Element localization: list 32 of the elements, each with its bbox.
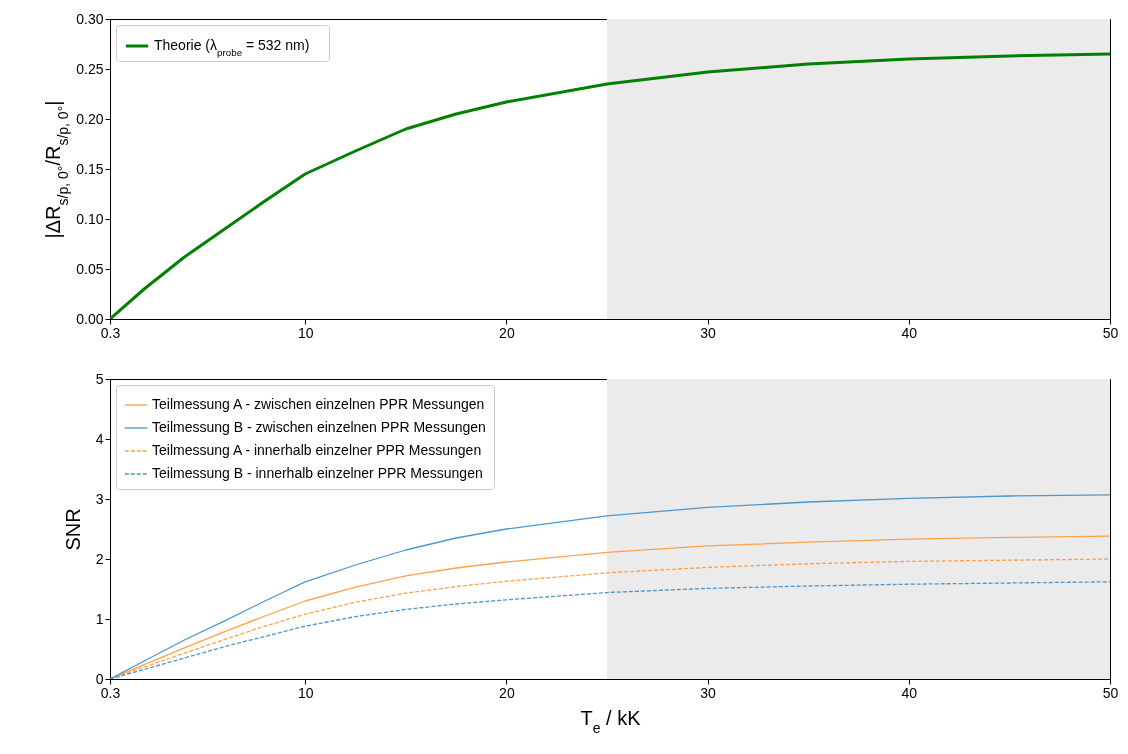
- legend-label: Teilmessung A - innerhalb einzelner PPR Messungen: [152, 442, 482, 458]
- x-tick-label: 20: [499, 684, 515, 701]
- x-tick-label: 20: [499, 324, 515, 341]
- y-tick-label: 0: [95, 670, 104, 687]
- x-tick-label: 0.3: [100, 684, 121, 701]
- legend-label: Theorie (λ$_{probe}$ = 532 nm): [154, 37, 310, 58]
- legend-label: Teilmessung B - innerhalb einzelner PPR Messungen: [152, 465, 483, 481]
- x-tick-label: 30: [700, 324, 717, 341]
- y-tick-label: 0.05: [76, 260, 104, 277]
- x-axis-title: T$_{e}$ / kK: [580, 706, 642, 736]
- x-tick-label: 50: [1102, 684, 1119, 701]
- x-tick-label: 10: [297, 684, 314, 701]
- y-tick-label: 0.30: [76, 10, 104, 27]
- x-tick-label: 50: [1102, 324, 1119, 341]
- y-tick-label: 2: [95, 550, 104, 567]
- y-tick-label: 5: [95, 370, 104, 387]
- y-tick-label: 0.20: [76, 110, 104, 127]
- legend-label: Teilmessung B - zwischen einzelnen PPR Messungen: [152, 419, 486, 435]
- y-tick-label: 0.15: [76, 160, 104, 177]
- x-tick-label: 30: [700, 684, 717, 701]
- x-tick-label: 40: [901, 684, 918, 701]
- y-tick-label: 0.10: [76, 210, 104, 227]
- y-tick-label: 1: [95, 610, 104, 627]
- legend-label: Teilmessung A - zwischen einzelnen PPR Messungen: [152, 396, 485, 412]
- y-tick-label: 0.25: [76, 60, 104, 77]
- y-axis-title: SNR: [61, 508, 84, 551]
- x-tick-label: 0.3: [100, 324, 121, 341]
- y-tick-label: 0.00: [76, 310, 104, 327]
- y-tick-label: 3: [95, 490, 104, 507]
- y-tick-label: 4: [95, 430, 104, 447]
- x-tick-label: 10: [297, 324, 314, 341]
- x-tick-label: 40: [901, 324, 918, 341]
